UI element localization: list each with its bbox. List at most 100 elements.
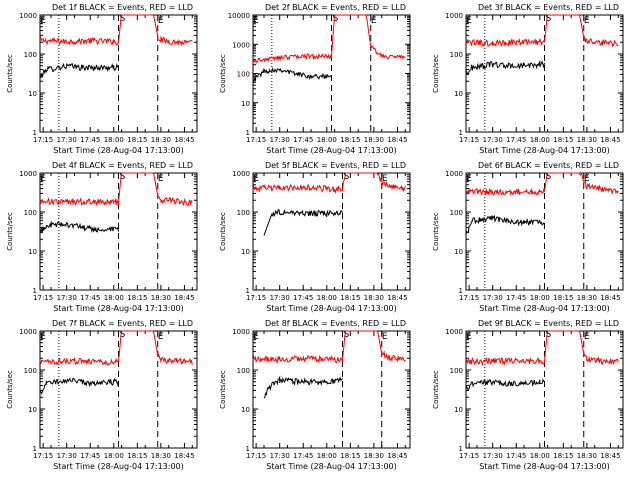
y-tick-label: 10 bbox=[28, 90, 37, 98]
x-tick-label: 17:30 bbox=[57, 294, 77, 302]
x-tick-label: 18:30 bbox=[577, 136, 597, 144]
x-tick-label: 17:30 bbox=[483, 136, 503, 144]
x-tick-label: 18:45 bbox=[387, 294, 407, 302]
events-series-line bbox=[465, 378, 545, 391]
y-axis-label: Counts/sec bbox=[219, 370, 227, 409]
end-marker-label: E bbox=[382, 332, 388, 342]
x-tick-label: 18:30 bbox=[151, 294, 171, 302]
x-tick-label: 17:45 bbox=[506, 452, 526, 460]
x-tick-label: 18:00 bbox=[317, 294, 337, 302]
panel-det-3: Det 3f BLACK = Events, RED = LLD Counts/s… bbox=[432, 3, 624, 155]
end-marker-label: E bbox=[371, 16, 377, 26]
y-tick-label: 1000 bbox=[19, 328, 37, 336]
y-tick-label: 1 bbox=[33, 445, 37, 453]
end-marker-label: E bbox=[158, 174, 164, 184]
y-tick-label: 1 bbox=[459, 129, 463, 137]
x-tick-label: 18:45 bbox=[600, 452, 620, 460]
y-tick-label: 100 bbox=[24, 367, 37, 375]
y-axis-label: Counts/sec bbox=[432, 212, 440, 251]
x-axis-label: Start Time (28-Aug-04 17:13:00) bbox=[53, 146, 184, 155]
x-tick-label: 18:00 bbox=[317, 136, 337, 144]
end-marker-label: E bbox=[158, 16, 164, 26]
lld-series-line bbox=[252, 330, 406, 364]
x-tick-label: 18:15 bbox=[553, 136, 573, 144]
start-marker-label: S bbox=[344, 172, 350, 182]
x-tick-label: 18:30 bbox=[151, 136, 171, 144]
x-tick-label: 18:00 bbox=[104, 452, 124, 460]
x-tick-label: 18:15 bbox=[553, 294, 573, 302]
y-axis-label: Counts/sec bbox=[6, 212, 14, 251]
y-tick-label: 1000 bbox=[445, 170, 463, 178]
y-tick-label: 1 bbox=[246, 445, 250, 453]
x-axis-label: Start Time (28-Aug-04 17:13:00) bbox=[479, 146, 610, 155]
events-series-line bbox=[39, 377, 119, 395]
x-tick-label: 17:30 bbox=[270, 452, 290, 460]
x-tick-label: 18:15 bbox=[553, 452, 573, 460]
panel-det-9: Det 9f BLACK = Events, RED = LLD Counts/s… bbox=[432, 319, 624, 471]
lld-series-line bbox=[465, 14, 619, 48]
y-tick-label: 1 bbox=[246, 287, 250, 295]
y-tick-label: 1 bbox=[459, 445, 463, 453]
x-axis-label: Start Time (28-Aug-04 17:13:00) bbox=[479, 304, 610, 313]
lld-series-line bbox=[39, 172, 193, 207]
x-axis-label: Start Time (28-Aug-04 17:13:00) bbox=[266, 462, 397, 471]
x-axis-label: Start Time (28-Aug-04 17:13:00) bbox=[479, 462, 610, 471]
x-tick-label: 17:45 bbox=[80, 294, 100, 302]
events-series-line bbox=[263, 208, 343, 236]
x-tick-label: 17:30 bbox=[270, 136, 290, 144]
x-tick-label: 17:45 bbox=[293, 136, 313, 144]
x-tick-label: 18:30 bbox=[364, 452, 384, 460]
x-tick-label: 18:15 bbox=[127, 452, 147, 460]
end-marker-label: E bbox=[40, 332, 46, 342]
x-tick-label: 18:00 bbox=[317, 452, 337, 460]
end-marker-label: E bbox=[253, 174, 259, 184]
plot-frame bbox=[252, 330, 411, 449]
y-axis-label: Counts/sec bbox=[432, 370, 440, 409]
events-series-line bbox=[465, 214, 545, 236]
y-tick-label: 10 bbox=[28, 406, 37, 414]
x-tick-label: 17:15 bbox=[33, 452, 53, 460]
lld-series-line bbox=[39, 14, 193, 47]
x-tick-label: 18:15 bbox=[340, 136, 360, 144]
x-axis-label: Start Time (28-Aug-04 17:13:00) bbox=[53, 462, 184, 471]
end-marker-label: E bbox=[40, 174, 46, 184]
y-axis-label: Counts/sec bbox=[6, 54, 14, 93]
x-tick-label: 18:15 bbox=[127, 136, 147, 144]
y-tick-label: 1000 bbox=[19, 170, 37, 178]
end-marker-label: E bbox=[584, 16, 590, 26]
panel-title: Det 7f BLACK = Events, RED = LLD bbox=[52, 319, 193, 328]
lld-series-line bbox=[252, 172, 406, 195]
y-tick-label: 10 bbox=[241, 100, 250, 108]
lld-series-line bbox=[465, 172, 619, 197]
end-marker-label: E bbox=[158, 332, 164, 342]
y-axis-label: Counts/sec bbox=[6, 370, 14, 409]
y-tick-label: 10 bbox=[241, 248, 250, 256]
start-marker-label: S bbox=[120, 172, 126, 182]
events-series-line bbox=[39, 220, 119, 234]
lld-series-line bbox=[252, 14, 406, 64]
x-tick-label: 18:45 bbox=[600, 294, 620, 302]
y-tick-label: 10 bbox=[454, 248, 463, 256]
x-tick-label: 18:00 bbox=[530, 452, 550, 460]
x-tick-label: 18:00 bbox=[104, 136, 124, 144]
x-tick-label: 17:30 bbox=[57, 452, 77, 460]
y-tick-label: 10 bbox=[28, 248, 37, 256]
x-tick-label: 17:45 bbox=[80, 452, 100, 460]
x-tick-label: 18:00 bbox=[104, 294, 124, 302]
y-tick-label: 10000 bbox=[228, 12, 250, 20]
plot-frame bbox=[252, 172, 411, 291]
x-tick-label: 17:45 bbox=[80, 136, 100, 144]
x-tick-label: 17:45 bbox=[506, 136, 526, 144]
panel-title: Det 1f BLACK = Events, RED = LLD bbox=[52, 3, 193, 12]
end-marker-label: E bbox=[253, 332, 259, 342]
x-axis-label: Start Time (28-Aug-04 17:13:00) bbox=[266, 146, 397, 155]
panel-det-7: Det 7f BLACK = Events, RED = LLD Counts/s… bbox=[6, 319, 198, 471]
x-tick-label: 17:15 bbox=[33, 294, 53, 302]
x-tick-label: 18:15 bbox=[340, 294, 360, 302]
y-tick-label: 1 bbox=[246, 129, 250, 137]
x-tick-label: 17:45 bbox=[293, 452, 313, 460]
end-marker-label: E bbox=[382, 174, 388, 184]
x-tick-label: 17:30 bbox=[57, 136, 77, 144]
panel-det-1: Det 1f BLACK = Events, RED = LLD Counts/s… bbox=[6, 3, 198, 155]
x-tick-label: 18:30 bbox=[151, 452, 171, 460]
